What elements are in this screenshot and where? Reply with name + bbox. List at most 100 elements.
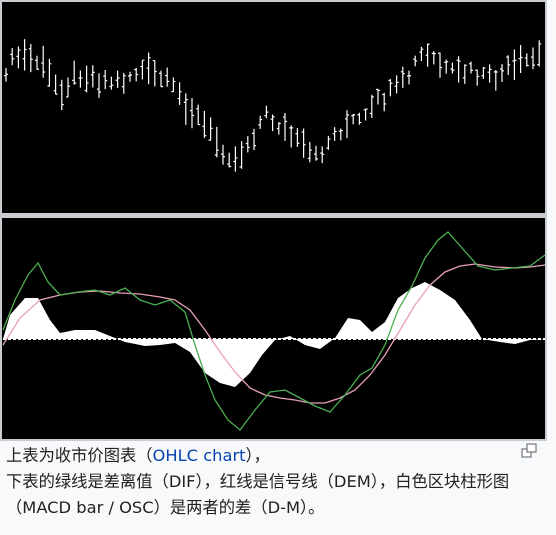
ohlc-bar — [227, 152, 232, 168]
ohlc-bar — [115, 70, 120, 88]
ohlc-bar — [301, 128, 306, 158]
ohlc-bar — [196, 104, 201, 126]
ohlc-bar — [413, 55, 418, 67]
ohlc-bar — [4, 68, 8, 82]
caption-part2: ）， — [245, 446, 270, 465]
ohlc-bar — [10, 47, 15, 66]
ohlc-bar — [121, 72, 126, 94]
enlarge-icon[interactable] — [521, 443, 538, 458]
ohlc-bar — [35, 55, 39, 70]
ohlc-bar — [171, 77, 176, 93]
ohlc-bar — [500, 64, 504, 82]
ohlc-bar — [363, 108, 368, 121]
ohlc-bar — [84, 65, 89, 93]
ohlc-bar — [28, 44, 33, 73]
ohlc-bar — [400, 66, 405, 88]
ohlc-bar — [351, 113, 356, 125]
ohlc-bar — [283, 113, 287, 141]
ohlc-bar — [369, 94, 374, 118]
ohlc-bar — [438, 52, 442, 78]
ohlc-bar — [202, 110, 207, 138]
ohlc-bar — [59, 79, 64, 111]
ohlc-panel — [2, 2, 545, 213]
ohlc-bar — [128, 71, 132, 82]
ohlc-bar — [320, 146, 325, 164]
ohlc-bar — [376, 88, 380, 105]
ohlc-bar — [258, 115, 263, 129]
ohlc-bar — [90, 65, 95, 88]
ohlc-bar — [103, 69, 108, 90]
ohlc-bar — [146, 52, 151, 85]
ohlc-bar — [469, 61, 473, 74]
caption-part1: 上表为收市价图表（ — [6, 446, 153, 465]
ohlc-bar — [134, 67, 139, 82]
ohlc-bar — [456, 56, 461, 83]
ohlc-bar — [252, 128, 256, 151]
ohlc-bar — [407, 70, 411, 85]
ohlc-bar — [177, 82, 182, 105]
ohlc-bar — [419, 46, 424, 61]
ohlc-bar — [481, 66, 486, 79]
dem-line — [2, 263, 546, 404]
ohlc-bar — [183, 93, 188, 125]
ohlc-bar — [53, 74, 58, 95]
ohlc-bar — [326, 135, 331, 150]
ohlc-bar — [276, 122, 281, 135]
ohlc-bar — [388, 79, 393, 97]
ohlc-bar — [97, 73, 101, 98]
ohlc-bar — [537, 40, 542, 67]
ohlc-bar — [78, 70, 83, 88]
ohlc-bar — [475, 69, 480, 86]
ohlc-bar — [289, 125, 294, 148]
ohlc-bar — [140, 59, 145, 80]
ohlc-bar — [295, 127, 300, 147]
ohlc-bar — [16, 46, 21, 69]
figure-caption: 上表为收市价图表（OHLC chart）， 下表的绿线是差离值（DIF），红线是信… — [6, 443, 526, 521]
ohlc-bar — [208, 117, 213, 141]
ohlc-bar — [531, 47, 535, 70]
ohlc-bar — [152, 59, 157, 87]
ohlc-bars — [4, 39, 542, 172]
ohlc-bar — [450, 62, 455, 74]
ohlc-bar — [190, 98, 194, 129]
ohlc-bar — [66, 77, 70, 98]
ohlc-bar — [345, 110, 349, 139]
ohlc-bar — [264, 105, 269, 119]
ohlc-bar — [332, 127, 337, 141]
ohlc-bar — [270, 114, 275, 132]
ohlc-bar — [338, 128, 343, 141]
ohlc-bar — [214, 126, 219, 158]
chart-frame — [0, 0, 547, 441]
ohlc-bar — [239, 141, 244, 169]
ohlc-bar — [22, 39, 27, 71]
ohlc-bar — [512, 49, 517, 80]
ohlc-bar — [41, 45, 46, 78]
ohlc-bar — [72, 60, 77, 85]
ohlc-bar — [524, 53, 529, 67]
ohlc-bar — [307, 141, 312, 163]
ohlc-bar — [462, 64, 467, 84]
ohlc-bar — [314, 145, 318, 161]
ohlc-bar — [165, 67, 170, 87]
ohlc-bar — [444, 59, 449, 74]
ohlc-bar — [518, 45, 523, 73]
ohlc-bar — [425, 43, 430, 67]
ohlc-bar — [382, 92, 387, 112]
ohlc-bar — [431, 51, 436, 65]
ohlc-bar — [159, 70, 163, 88]
ohlc-chart-link[interactable]: OHLC chart — [152, 446, 246, 465]
ohlc-bar — [47, 58, 52, 87]
dif-line — [2, 231, 546, 431]
ohlc-bar — [394, 75, 399, 94]
ohlc-bar — [487, 64, 492, 83]
chart-image — [2, 2, 546, 439]
ohlc-bar — [357, 112, 362, 125]
caption-part3: 下表的绿线是差离值（DIF），红线是信号线（DEM），白色区块柱形图（MACD … — [6, 472, 510, 517]
ohlc-bar — [109, 76, 114, 90]
ohlc-bar — [221, 144, 225, 165]
ohlc-bar — [233, 146, 238, 172]
osc-histogram — [3, 282, 545, 387]
ohlc-bar — [506, 55, 511, 76]
ohlc-bar — [245, 136, 250, 153]
